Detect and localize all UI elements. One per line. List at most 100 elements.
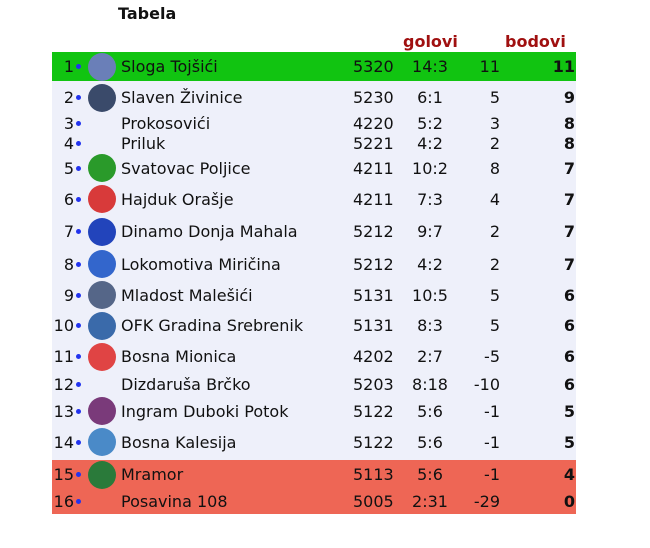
table-row: 5 Svatovac Poljice 4211 10:2 8 7 (52, 153, 576, 183)
team-name[interactable]: Bosna Kalesija (121, 432, 237, 452)
team-name[interactable]: Lokomotiva Miričina (121, 254, 281, 274)
points: 8 (563, 134, 575, 153)
points: 6 (563, 285, 575, 305)
goals: 2:7 (417, 347, 443, 366)
goal-diff: 2 (489, 254, 500, 274)
standings-table (52, 52, 576, 514)
team-name[interactable]: Slaven Živinice (121, 88, 243, 107)
rank: 2 (63, 88, 74, 107)
record: 4211 (353, 158, 394, 178)
points: 4 (563, 465, 575, 484)
table-row: 4 Priluk 5221 4:2 2 8 (52, 134, 576, 153)
goal-diff: 5 (489, 316, 500, 335)
status-dot-icon (76, 292, 81, 298)
record: 5005 (353, 492, 394, 511)
status-dot-icon (76, 196, 81, 202)
record: 4202 (353, 347, 394, 366)
goal-diff: -1 (484, 465, 500, 484)
club-logo-icon (88, 83, 116, 112)
status-dot-icon (76, 261, 81, 267)
table-row: 2 Slaven Živinice 5230 6:1 5 9 (52, 82, 576, 113)
goal-diff: -1 (484, 401, 500, 421)
table-row: 15 Mramor 5113 5:6 -1 4 (52, 460, 576, 489)
goal-diff: 4 (489, 189, 500, 209)
goal-diff: 3 (489, 114, 500, 133)
status-dot-icon (76, 439, 81, 445)
table-row: 10 OFK Gradina Srebrenik 5131 8:3 5 6 (52, 310, 576, 341)
team-name[interactable]: Hajduk Orašje (121, 189, 234, 209)
goals: 6:1 (417, 88, 443, 107)
club-logo-icon (88, 397, 116, 425)
header-goals: golovi (403, 32, 458, 51)
record: 5122 (353, 401, 394, 421)
goals: 10:5 (412, 285, 448, 305)
goals: 7:3 (417, 189, 443, 209)
table-row: 11 Bosna Mionica 4202 2:7 -5 6 (52, 341, 576, 372)
record: 5113 (353, 465, 394, 484)
team-name[interactable]: Ingram Duboki Potok (121, 401, 289, 421)
team-name[interactable]: Mramor (121, 465, 184, 484)
goals: 4:2 (417, 134, 443, 153)
goal-diff: 5 (489, 88, 500, 107)
status-dot-icon (76, 95, 81, 100)
points: 0 (563, 492, 575, 511)
club-logo-icon (88, 311, 116, 340)
points: 6 (563, 316, 575, 335)
team-name[interactable]: Prokosovići (121, 114, 211, 133)
goals: 8:3 (417, 316, 443, 335)
status-dot-icon (76, 64, 81, 69)
table-row: 1 Sloga Tojšići 5320 14:3 11 11 (52, 52, 576, 81)
club-logo-icon (88, 217, 116, 246)
points: 7 (563, 189, 575, 209)
team-name[interactable]: Sloga Tojšići (121, 57, 218, 76)
club-logo-icon (88, 52, 116, 81)
team-name[interactable]: Mladost Malešići (121, 285, 253, 305)
team-name[interactable]: Svatovac Poljice (121, 158, 251, 178)
team-name[interactable]: Priluk (121, 134, 166, 153)
club-logo-icon (88, 428, 116, 456)
status-dot-icon (76, 499, 81, 504)
goal-diff: 8 (489, 158, 500, 178)
team-name[interactable]: Bosna Mionica (121, 347, 237, 366)
rank: 5 (63, 158, 74, 178)
goal-diff: -10 (473, 374, 500, 394)
goals: 9:7 (417, 222, 443, 241)
points: 7 (563, 158, 575, 178)
points: 11 (552, 57, 575, 76)
club-logo-icon (88, 154, 116, 182)
table-row: 7 Dinamo Donja Mahala 5212 9:7 2 7 (52, 215, 576, 248)
table-row: 6 Hajduk Orašje 4211 7:3 4 7 (52, 183, 576, 215)
goals: 5:6 (417, 465, 443, 484)
status-dot-icon (76, 229, 81, 234)
rank: 13 (53, 401, 74, 421)
points: 6 (563, 347, 575, 366)
team-name[interactable]: Dinamo Donja Mahala (121, 222, 298, 241)
team-name[interactable]: Dizdaruša Brčko (121, 374, 251, 394)
record: 5221 (353, 134, 394, 153)
club-logo-icon (88, 185, 116, 213)
points: 6 (563, 374, 575, 394)
status-dot-icon (76, 408, 81, 414)
goals: 5:6 (417, 401, 443, 421)
status-dot-icon (76, 323, 81, 328)
record: 5212 (353, 254, 394, 274)
goals: 14:3 (412, 57, 448, 76)
table-row: 14 Bosna Kalesija 5122 5:6 -1 5 (52, 426, 576, 458)
record: 5230 (353, 88, 394, 107)
goal-diff: -1 (484, 432, 500, 452)
goal-diff: 5 (489, 285, 500, 305)
page-title: Tabela (118, 4, 177, 23)
goals: 8:18 (412, 374, 448, 394)
record: 5320 (353, 57, 394, 76)
team-name[interactable]: OFK Gradina Srebrenik (121, 316, 304, 335)
team-name[interactable]: Posavina 108 (121, 492, 228, 511)
table-row: 12 Dizdaruša Brčko 5203 8:18 -10 6 (52, 372, 576, 396)
status-dot-icon (76, 354, 81, 359)
record: 5212 (353, 222, 394, 241)
rank: 14 (53, 432, 74, 452)
points: 5 (563, 432, 575, 452)
record: 4211 (353, 189, 394, 209)
club-logo-icon (88, 281, 116, 309)
club-logo-icon (88, 460, 116, 489)
rank: 11 (53, 347, 74, 366)
